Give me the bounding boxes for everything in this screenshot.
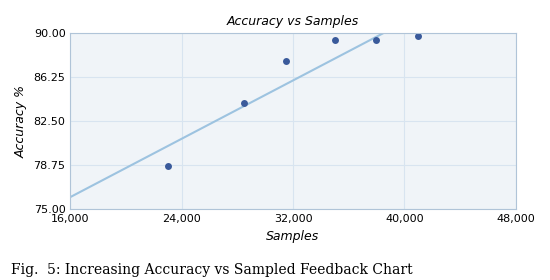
Text: Fig.  5: Increasing Accuracy vs Sampled Feedback Chart: Fig. 5: Increasing Accuracy vs Sampled F… bbox=[11, 263, 412, 277]
Point bbox=[163, 164, 172, 168]
Point bbox=[331, 38, 339, 43]
X-axis label: Samples: Samples bbox=[266, 230, 320, 242]
Point bbox=[414, 33, 422, 38]
Point bbox=[282, 59, 290, 64]
Point bbox=[372, 38, 381, 43]
Point bbox=[240, 100, 249, 105]
Y-axis label: Accuracy %: Accuracy % bbox=[15, 85, 28, 158]
Title: Accuracy vs Samples: Accuracy vs Samples bbox=[227, 15, 359, 28]
